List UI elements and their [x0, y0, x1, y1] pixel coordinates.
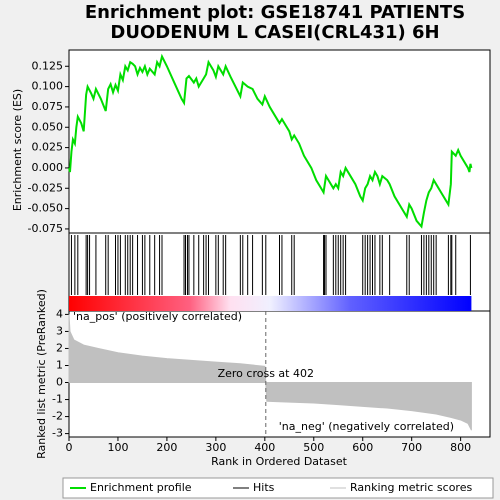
legend-label: Hits	[253, 481, 275, 494]
legend-box	[62, 477, 494, 499]
y-tick-label: -0.025	[28, 181, 63, 194]
y-axis-title: Enrichment score (ES)	[11, 89, 24, 211]
x-tick-label: 800	[450, 441, 471, 454]
x-tick-label: 500	[303, 441, 324, 454]
y-tick-label: 0.125	[32, 59, 64, 72]
y-tick-label: -0.075	[28, 222, 63, 235]
annotation: 'na_neg' (negatively correlated)	[279, 420, 454, 433]
x-tick-label: 100	[107, 441, 128, 454]
y-tick-label: -1	[52, 393, 63, 406]
chart-title: Enrichment plot: GSE18741 PATIENTS	[85, 2, 465, 23]
es-panel	[68, 49, 491, 234]
x-axis-title: Rank in Ordered Dataset	[211, 455, 348, 468]
y-tick-label: 0.000	[32, 161, 64, 174]
x-tick-label: 0	[66, 441, 73, 454]
y-tick-label: 4	[56, 307, 63, 320]
y-tick-label: 0	[56, 376, 63, 389]
y-tick-label: 0.025	[32, 141, 64, 154]
legend-label: Ranking metric scores	[350, 481, 472, 494]
y-tick-label: 1	[56, 358, 63, 371]
zero-cross-label: Zero cross at 402	[218, 367, 314, 380]
y-tick-label: 0.100	[32, 80, 64, 93]
x-tick-label: 600	[352, 441, 373, 454]
enrichment-line	[68, 53, 473, 229]
y-tick-label: -3	[52, 427, 63, 440]
rank-color-bar	[69, 296, 472, 311]
y-tick-label: 0.075	[32, 100, 64, 113]
chart-title: DUODENUM L CASEI(CRL431) 6H	[110, 22, 439, 43]
legend-label: Enrichment profile	[90, 481, 192, 494]
y-tick-label: 3	[56, 324, 63, 337]
y-axis-title: Ranked list metric (PreRanked)	[35, 289, 48, 459]
x-tick-label: 300	[205, 441, 226, 454]
annotation: 'na_pos' (positively correlated)	[73, 310, 242, 323]
x-tick-label: 700	[401, 441, 422, 454]
y-tick-label: 0.050	[32, 120, 64, 133]
x-tick-label: 400	[254, 441, 275, 454]
y-tick-label: -2	[52, 410, 63, 423]
x-tick-label: 200	[156, 441, 177, 454]
y-tick-label: 2	[56, 341, 63, 354]
y-tick-label: -0.050	[28, 202, 63, 215]
